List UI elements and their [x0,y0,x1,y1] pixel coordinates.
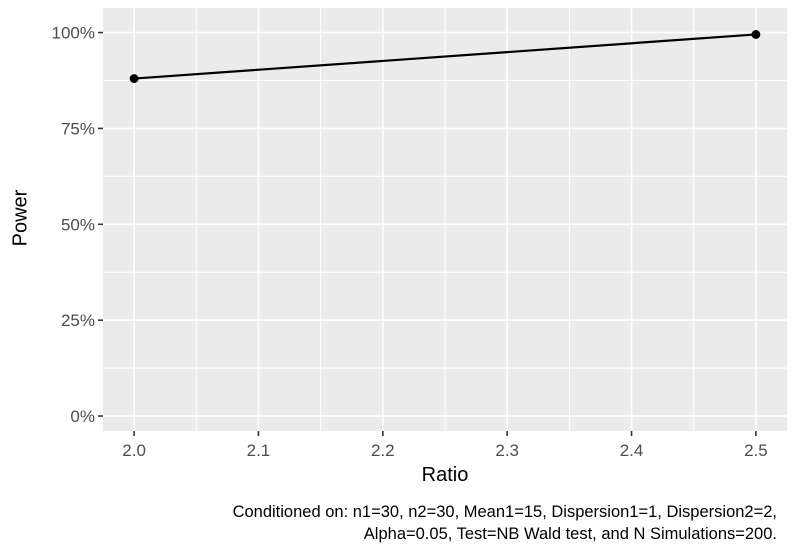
plot-caption-line-2: Alpha=0.05, Test=NB Wald test, and N Sim… [363,525,777,543]
y-axis-title: Power [9,189,32,247]
y-tick-label: 25% [61,311,95,330]
plot-caption: Conditioned on: n1=30, n2=30, Mean1=15, … [233,501,777,545]
data-point [129,74,139,83]
x-tick-label: 2.1 [247,441,271,460]
power-curve-line [134,33,756,80]
y-tick-label: 0% [70,407,95,426]
y-tick-label: 75% [61,119,95,138]
data-point [751,30,761,39]
x-tick-label: 2.5 [744,441,768,460]
x-tick-label: 2.4 [620,441,644,460]
plot-caption-line-1: Conditioned on: n1=30, n2=30, Mean1=15, … [232,503,777,521]
y-tick-label: 100% [52,24,95,43]
x-tick-label: 2.2 [371,441,395,460]
x-tick-label: 2.3 [495,441,519,460]
x-axis-title: Ratio [421,464,469,486]
y-tick-label: 50% [61,215,95,234]
x-tick-label: 2.0 [122,441,146,460]
